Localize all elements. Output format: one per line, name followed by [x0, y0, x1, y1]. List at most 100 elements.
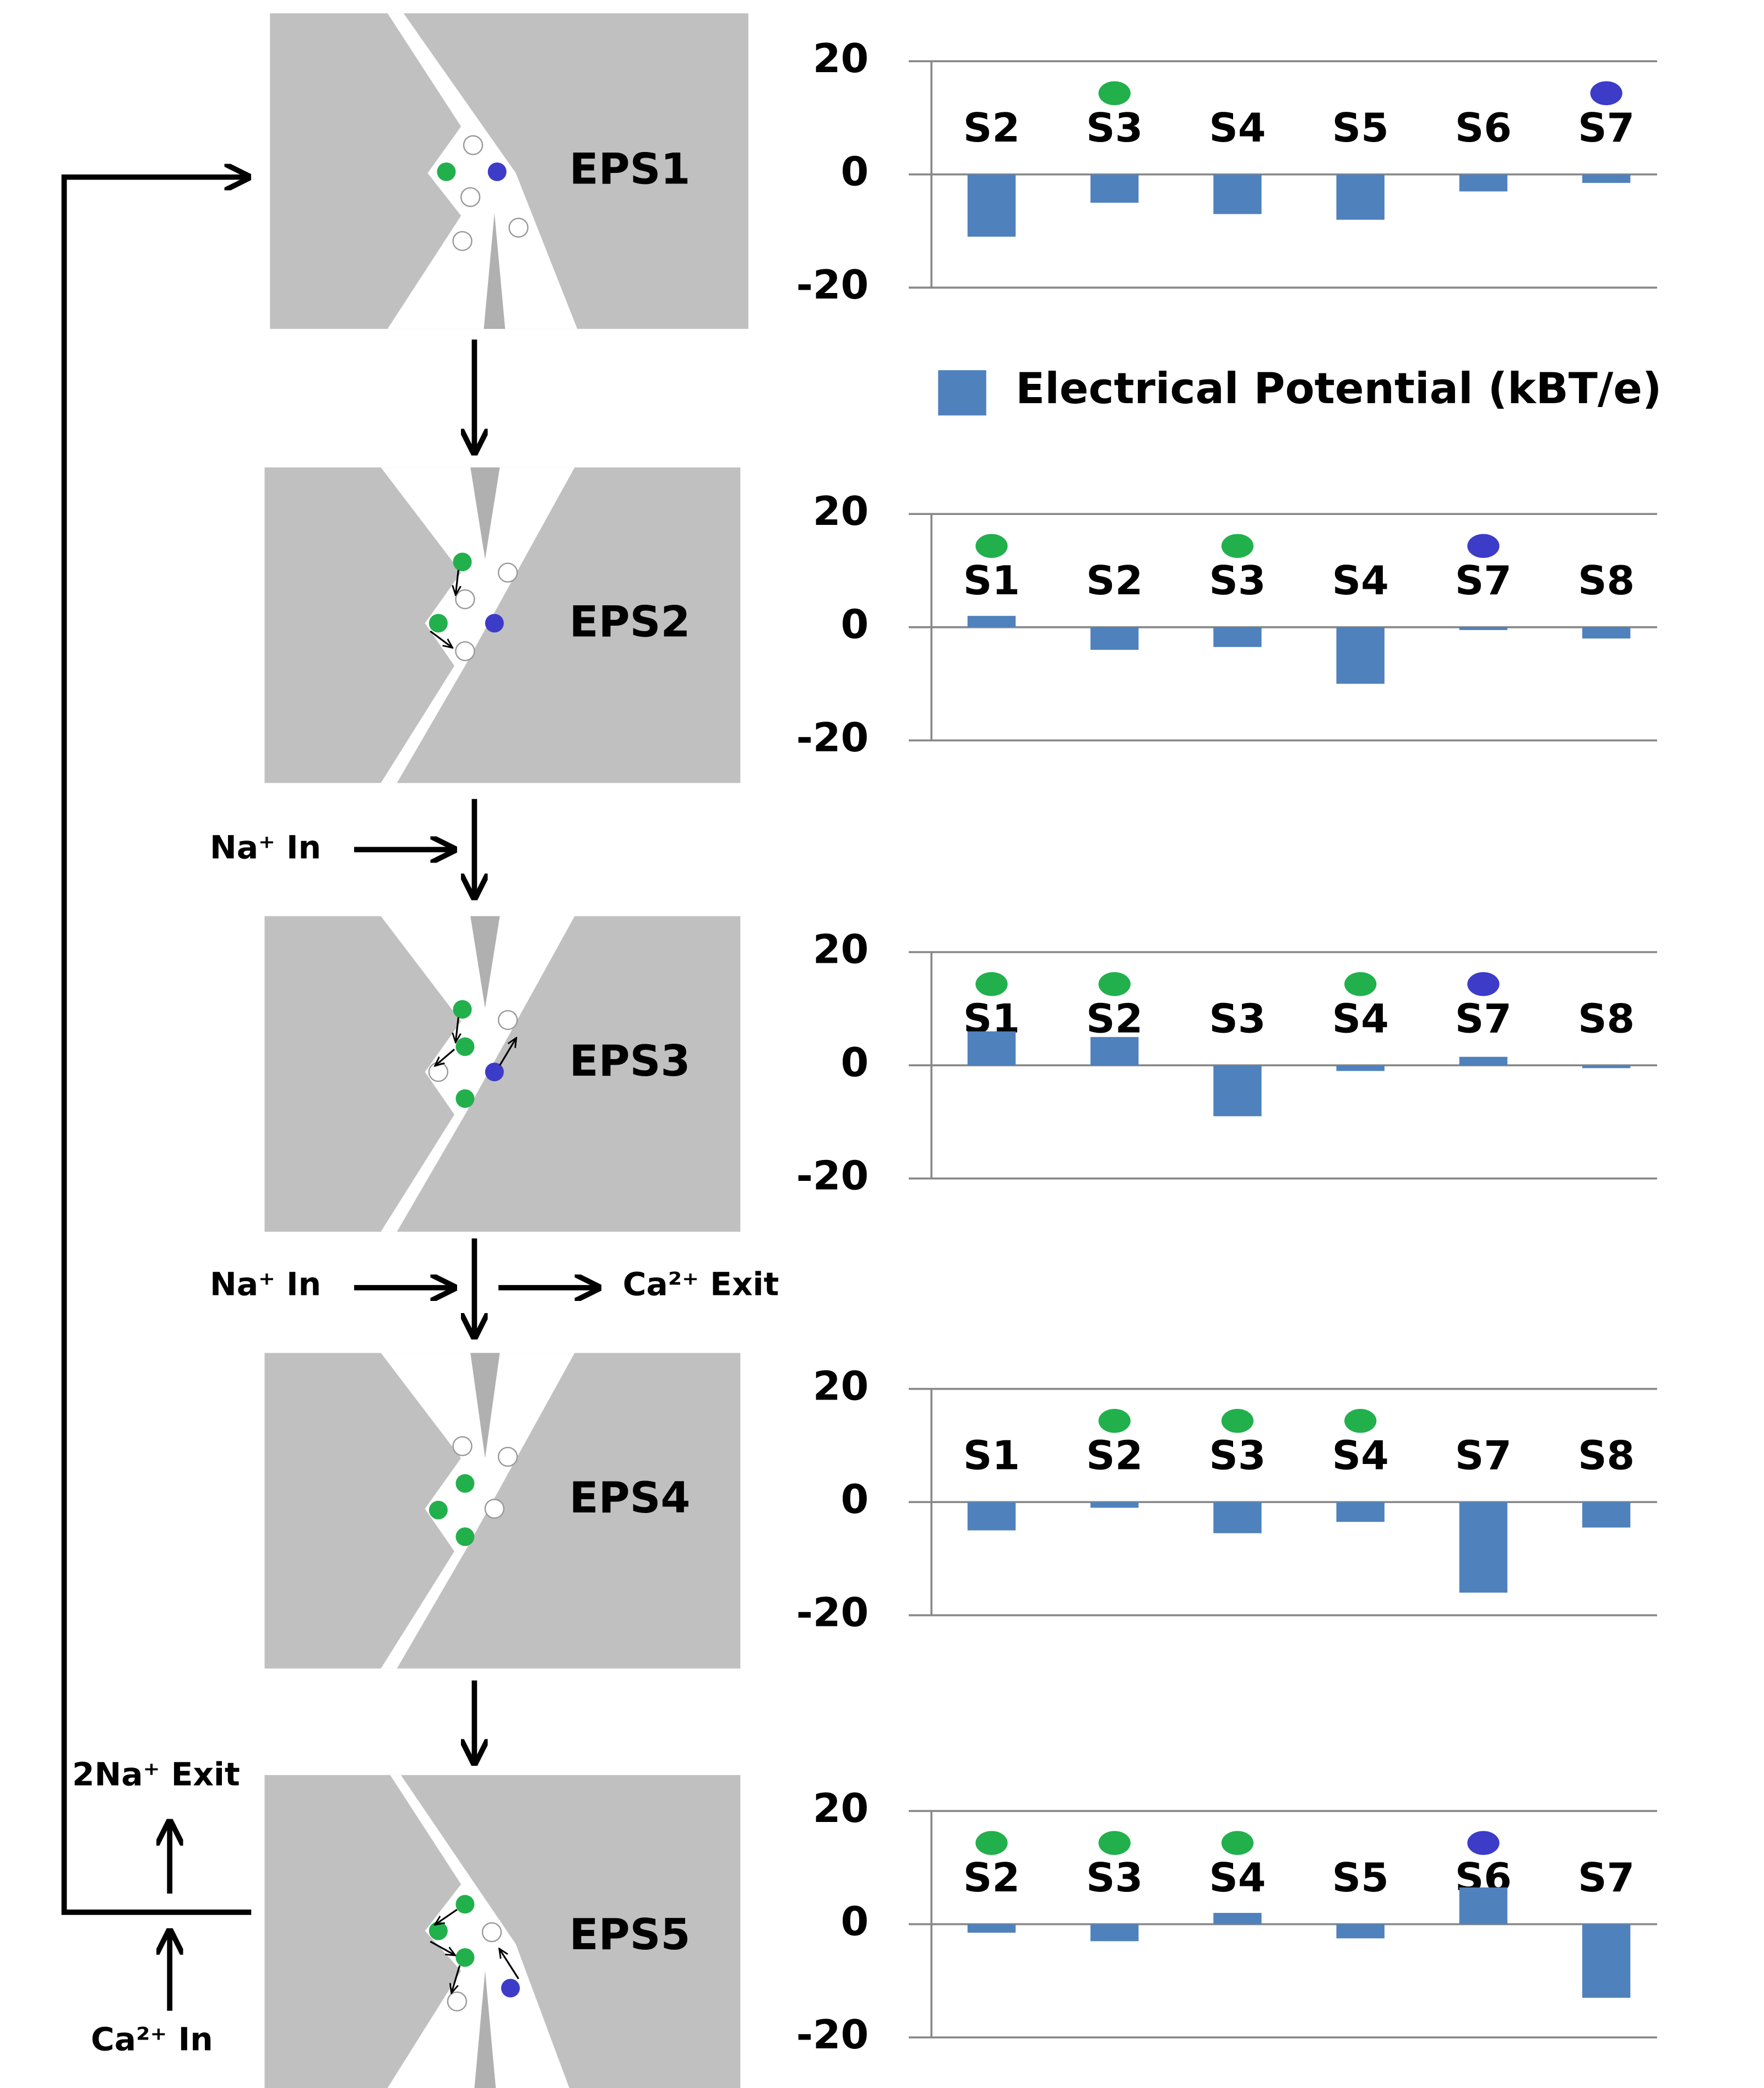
- bar: [1213, 627, 1261, 647]
- ion-marker: [1222, 534, 1253, 558]
- x-tick-label: S7: [1578, 105, 1635, 151]
- ion-marker: [1344, 1409, 1376, 1433]
- bar: [1090, 1502, 1138, 1507]
- ion-marker: [1344, 972, 1376, 996]
- bar: [1459, 175, 1507, 192]
- x-tick-label: S7: [1455, 996, 1512, 1042]
- state-label: EPS2: [569, 597, 691, 647]
- x-tick-label: S5: [1332, 1855, 1389, 1901]
- x-tick-label: S8: [1578, 996, 1635, 1042]
- ion-marker: [1467, 972, 1499, 996]
- flow-label: Ca²⁺ In: [91, 2021, 213, 2058]
- bar: [1090, 175, 1138, 203]
- y-tick-label: 20: [813, 1364, 869, 1410]
- x-tick-label: S4: [1332, 996, 1389, 1042]
- ion-marker: [1222, 1831, 1253, 1855]
- state-label: EPS3: [569, 1037, 691, 1086]
- bar: [1337, 627, 1385, 684]
- y-tick-label: -20: [796, 1590, 869, 1636]
- x-tick-label: S5: [1332, 105, 1389, 151]
- ion-marker: [1222, 1409, 1253, 1433]
- x-tick-label: S3: [1209, 1433, 1266, 1479]
- x-tick-label: S4: [1209, 105, 1266, 151]
- charts: -20 0 20 S2 S3 S4 S5 S6 S7 -20 0 20 S1 S2 S3 S4 S7 S8 -20 0…: [796, 36, 1662, 2058]
- diagram: EPS1 EPS2 EPS3 EPS4 EPS5 Na⁺ In Na⁺ In C…: [64, 13, 779, 2088]
- bar: [1213, 1065, 1261, 1116]
- y-tick-label: 0: [841, 149, 869, 196]
- x-tick-label: S3: [1209, 996, 1266, 1042]
- bar: [1337, 1502, 1385, 1522]
- x-tick-label: S7: [1455, 558, 1512, 604]
- state-label: EPS5: [569, 1910, 691, 1960]
- x-tick-label: S3: [1209, 558, 1266, 604]
- figure: EPS1 EPS2 EPS3 EPS4 EPS5 Na⁺ In Na⁺ In C…: [0, 0, 1764, 2088]
- ion-marker: [1099, 1831, 1131, 1855]
- bar: [1213, 1502, 1261, 1533]
- bar: [1337, 1065, 1385, 1071]
- bar: [1459, 1057, 1507, 1065]
- x-tick-label: S4: [1332, 1433, 1389, 1479]
- ion-marker: [975, 534, 1007, 558]
- x-tick-label: S2: [963, 105, 1020, 151]
- y-tick-label: 20: [813, 489, 869, 535]
- bar: [1582, 1502, 1630, 1527]
- bar: [1090, 1924, 1138, 1941]
- x-tick-label: S2: [963, 1855, 1020, 1901]
- y-tick-label: 0: [841, 602, 869, 648]
- y-tick-label: -20: [796, 715, 869, 761]
- bar: [968, 1502, 1016, 1530]
- x-tick-label: S7: [1578, 1855, 1635, 1901]
- x-tick-label: S4: [1332, 558, 1389, 604]
- bar: [1459, 1502, 1507, 1592]
- bar: [1582, 627, 1630, 639]
- legend-swatch: [938, 370, 986, 415]
- x-tick-label: S4: [1209, 1855, 1266, 1901]
- flow-label: Na⁺ In: [210, 829, 321, 866]
- x-tick-label: S2: [1086, 1433, 1143, 1479]
- y-tick-label: 0: [841, 1899, 869, 1945]
- ion-marker: [1467, 1831, 1499, 1855]
- y-tick-label: -20: [796, 1153, 869, 1200]
- bar: [1582, 1924, 1630, 1998]
- y-tick-label: 0: [841, 1040, 869, 1086]
- bar: [1213, 175, 1261, 214]
- y-tick-label: 20: [813, 927, 869, 973]
- ion-marker: [975, 1831, 1007, 1855]
- state-label: EPS4: [569, 1473, 691, 1523]
- x-tick-label: S8: [1578, 1433, 1635, 1479]
- x-tick-label: S1: [963, 558, 1020, 604]
- bar: [968, 175, 1016, 237]
- x-tick-label: S2: [1086, 996, 1143, 1042]
- bar: [1090, 1037, 1138, 1065]
- y-tick-label: -20: [796, 2012, 869, 2058]
- bar: [968, 616, 1016, 627]
- legend-label: Electrical Potential (kBT/e): [1016, 364, 1662, 414]
- x-tick-label: S8: [1578, 558, 1635, 604]
- bar: [968, 1924, 1016, 1933]
- ion-marker: [1099, 1409, 1131, 1433]
- x-tick-label: S3: [1086, 105, 1143, 151]
- x-tick-label: S6: [1455, 105, 1512, 151]
- bar: [1213, 1913, 1261, 1924]
- y-tick-label: 20: [813, 1786, 869, 1832]
- bar: [968, 1032, 1016, 1066]
- state-label: EPS1: [569, 144, 691, 194]
- bar: [1582, 175, 1630, 183]
- ion-marker: [1467, 534, 1499, 558]
- ion-marker: [1099, 972, 1131, 996]
- flow-label: 2Na⁺ Exit: [72, 1755, 240, 1793]
- x-tick-label: S7: [1455, 1433, 1512, 1479]
- y-tick-label: 0: [841, 1477, 869, 1523]
- x-tick-label: S2: [1086, 558, 1143, 604]
- bar: [1090, 627, 1138, 650]
- y-tick-label: -20: [796, 262, 869, 308]
- bar: [1337, 1924, 1385, 1939]
- y-tick-label: 20: [813, 36, 869, 82]
- ion-marker: [975, 972, 1007, 996]
- ion-marker: [1591, 81, 1622, 105]
- bar: [1337, 175, 1385, 220]
- flow-label: Na⁺ In: [210, 1266, 321, 1303]
- bar: [1582, 1065, 1630, 1068]
- flow-label: Ca²⁺ Exit: [623, 1266, 779, 1303]
- bar: [1459, 627, 1507, 630]
